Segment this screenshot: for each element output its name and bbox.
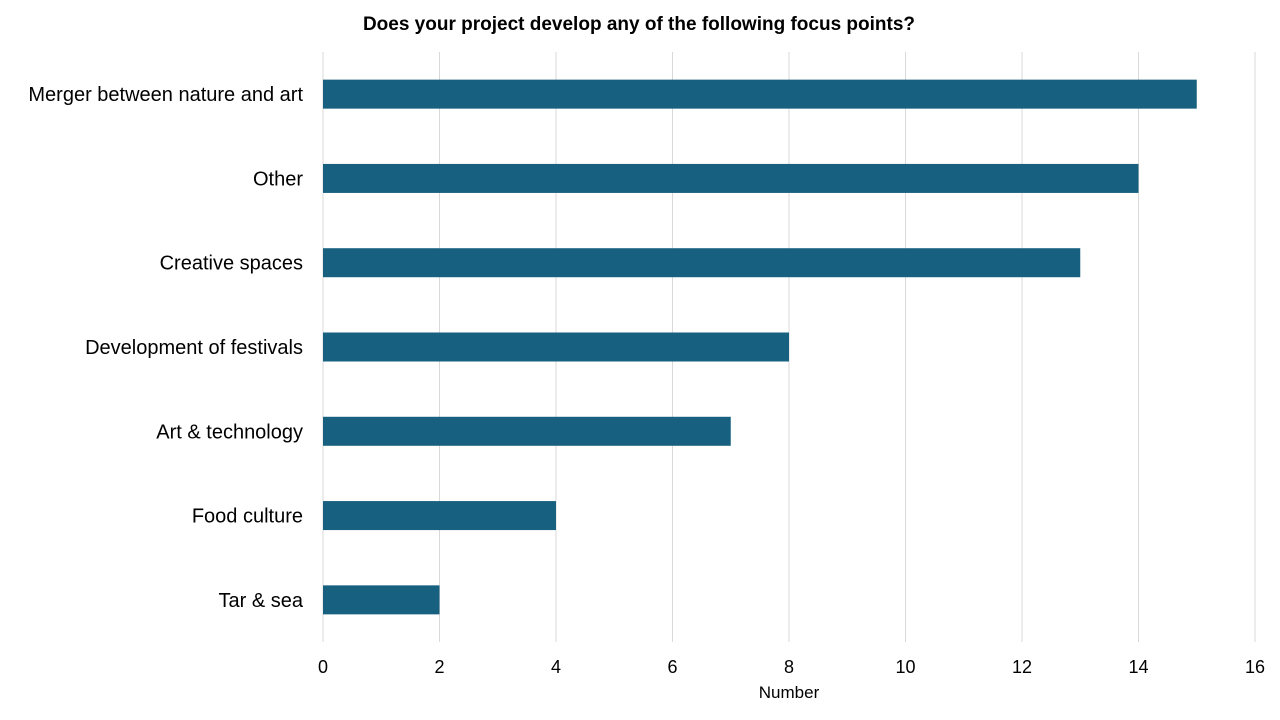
x-tick-label: 10 [895, 657, 915, 677]
bar [323, 501, 556, 531]
x-tick-label: 6 [667, 657, 677, 677]
x-tick-labels: 0 2 4 6 8 10 12 14 16 [318, 657, 1265, 677]
x-tick-label: 14 [1128, 657, 1148, 677]
category-label: Other [253, 168, 303, 190]
category-label: Food culture [192, 506, 303, 528]
x-tick-label: 8 [784, 657, 794, 677]
chart-title: Does your project develop any of the fol… [363, 14, 915, 35]
x-tick-label: 0 [318, 657, 328, 677]
bar [323, 585, 440, 615]
bar [323, 248, 1081, 278]
category-label: Art & technology [156, 421, 303, 443]
category-labels: Merger between nature and art Other Creati… [28, 84, 303, 612]
bars [323, 79, 1197, 615]
bar [323, 332, 789, 362]
category-label: Creative spaces [160, 253, 303, 275]
x-axis-title: Number [759, 683, 820, 702]
bar [323, 416, 731, 446]
x-tick-label: 2 [434, 657, 444, 677]
x-tick-label: 16 [1245, 657, 1265, 677]
x-tick-label: 12 [1012, 657, 1032, 677]
category-label: Tar & sea [219, 590, 304, 612]
category-label: Merger between nature and art [28, 84, 303, 106]
x-tick-label: 4 [551, 657, 561, 677]
category-label: Development of festivals [85, 337, 303, 359]
bar [323, 163, 1139, 193]
bar [323, 79, 1197, 109]
